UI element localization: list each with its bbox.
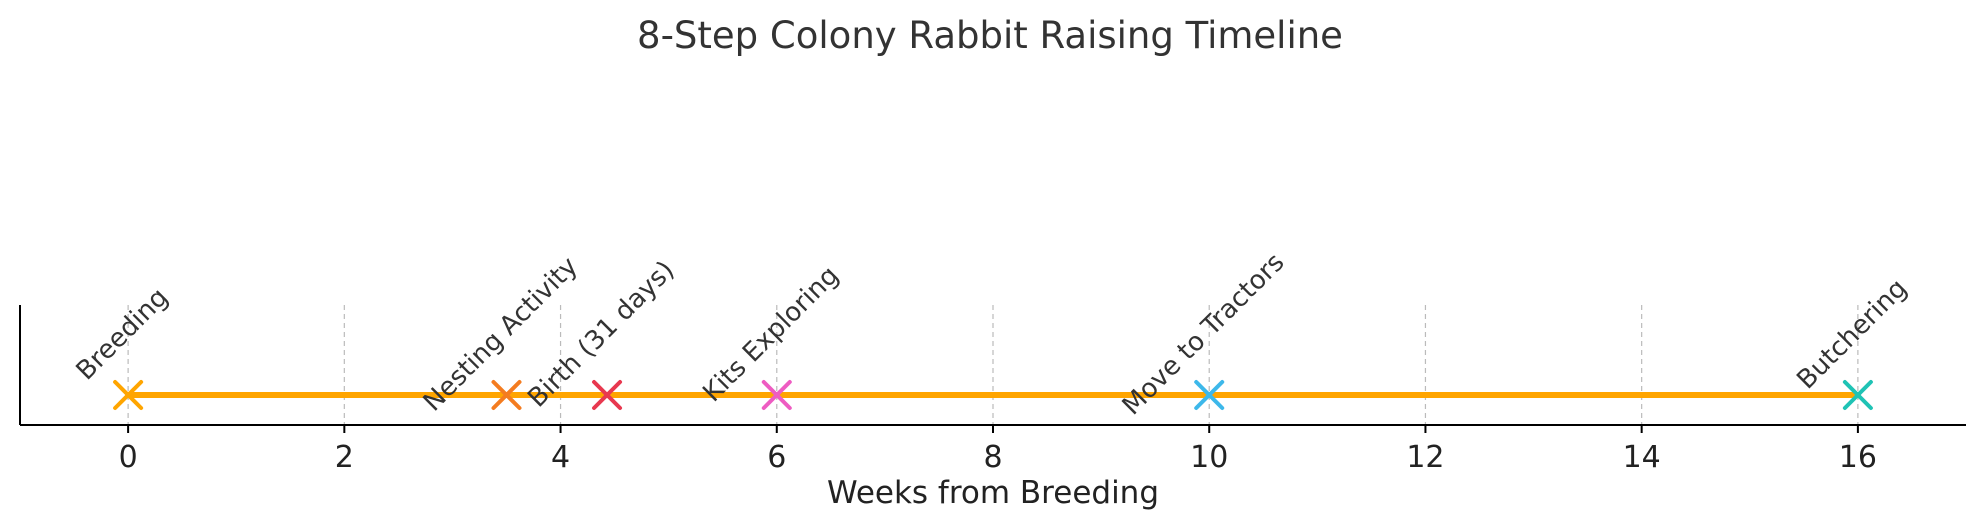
x-tick-label: 14 (1623, 440, 1661, 475)
x-tick-label: 8 (983, 440, 1002, 475)
event-label: Butchering (1791, 273, 1913, 395)
x-tick-label: 2 (335, 440, 354, 475)
event-markers (113, 380, 1873, 410)
event-marker (491, 380, 522, 410)
x-tick-label: 16 (1839, 440, 1877, 475)
x-tick-label: 12 (1406, 440, 1444, 475)
event-marker (113, 380, 144, 410)
event-label: Breeding (71, 282, 175, 386)
event-marker (1194, 380, 1225, 410)
chart-title: 8-Step Colony Rabbit Raising Timeline (637, 14, 1343, 57)
x-tick-label: 6 (767, 440, 786, 475)
x-tick-label: 10 (1190, 440, 1228, 475)
grid-lines (127, 305, 1859, 425)
x-axis-label: Weeks from Breeding (827, 475, 1159, 511)
x-tick-label: 4 (551, 440, 570, 475)
event-label: Kits Exploring (697, 261, 845, 409)
x-axis-ticks: 0 2 4 6 8 10 12 14 16 (119, 425, 1877, 475)
event-marker (761, 380, 792, 410)
event-marker (1842, 380, 1873, 410)
x-tick-label: 0 (119, 440, 138, 475)
event-marker (592, 380, 623, 410)
